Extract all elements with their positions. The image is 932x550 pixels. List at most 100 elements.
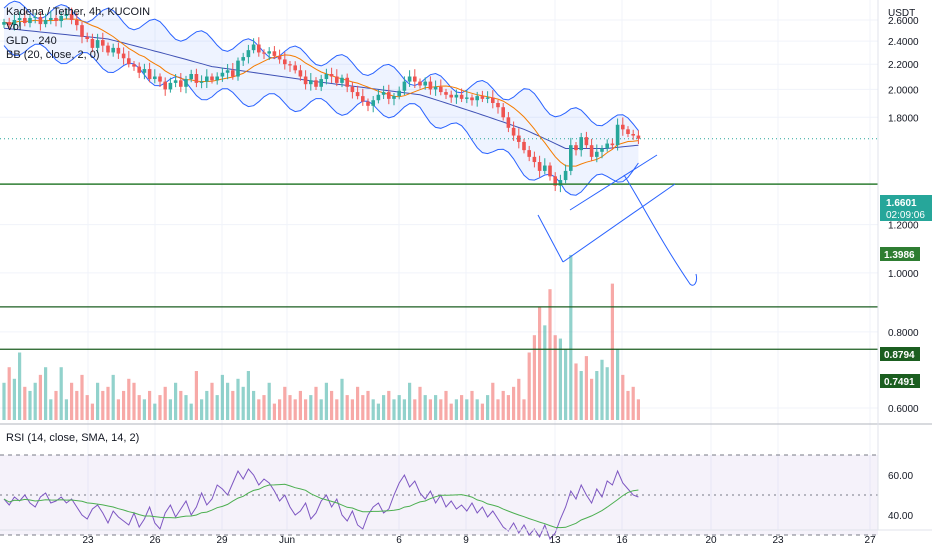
volume-bar <box>382 395 386 420</box>
volume-bar <box>480 403 484 420</box>
support-1-tag[interactable]: 1.3986 <box>880 247 920 261</box>
volume-bar <box>428 399 432 420</box>
candle-body <box>231 70 235 77</box>
channel-upper-trendline[interactable] <box>569 154 658 211</box>
volume-bar <box>80 374 84 420</box>
volume-bar <box>116 399 120 420</box>
volume-bar <box>392 399 396 420</box>
candle-body <box>387 92 391 99</box>
volume-bar <box>579 371 583 420</box>
candle-body <box>345 77 349 87</box>
price-tick-label: 0.8000 <box>888 328 919 339</box>
candle-body <box>215 76 219 81</box>
volume-bar <box>7 367 11 420</box>
volume-bar <box>132 382 136 420</box>
volume-bar <box>564 348 568 420</box>
volume-bar <box>600 359 604 420</box>
time-tick-label: 29 <box>216 535 228 546</box>
price-axis[interactable]: 2.6000 2.4000 2.2000 2.0000 1.8000 1.2000 1.00… <box>888 16 919 415</box>
volume-bar <box>356 386 360 420</box>
bollinger-legend[interactable]: BB (20, close, 2, 0) <box>6 49 100 61</box>
volume-bar <box>616 348 620 420</box>
candle-body <box>397 90 401 97</box>
candle-body <box>205 76 209 82</box>
support-1-value: 1.3986 <box>884 250 915 261</box>
candle-body <box>350 86 355 93</box>
price-tick-label: 1.2000 <box>888 221 919 232</box>
candle-body <box>517 135 521 142</box>
price-tick-label: 1.0000 <box>888 269 919 280</box>
projection-arrow[interactable] <box>623 174 697 286</box>
time-axis[interactable]: 23 26 29 Jun 6 9 13 16 20 23 27 <box>82 535 876 546</box>
wedge-left-trendline[interactable] <box>537 214 564 263</box>
trendline-drawings[interactable] <box>537 154 697 286</box>
volume-bar <box>605 367 609 420</box>
volume-bar <box>179 390 183 420</box>
candle-body <box>23 17 27 24</box>
volume-bar <box>215 395 219 420</box>
volume-legend[interactable]: Vol <box>6 21 21 33</box>
candle-body <box>574 145 578 151</box>
volume-bar <box>590 378 594 420</box>
candle-body <box>589 145 594 157</box>
candle-body <box>194 74 199 83</box>
candle-body <box>319 79 323 87</box>
channel-lower-trendline[interactable] <box>562 183 676 263</box>
candle-body <box>293 65 297 71</box>
volume-bar <box>371 399 375 420</box>
candle-body <box>111 47 115 53</box>
candle-body <box>485 97 490 99</box>
candle-body <box>605 143 609 149</box>
candle-body <box>220 72 225 77</box>
support-3-value: 0.7491 <box>884 377 915 388</box>
current-price-tag[interactable]: 1.6601 02:09:06 <box>880 195 932 221</box>
volume-bar <box>621 374 625 420</box>
support-3-tag[interactable]: 0.7491 <box>880 374 920 388</box>
candle-body <box>246 50 251 58</box>
candle-body <box>324 74 329 80</box>
currency-label[interactable]: USDT <box>888 8 915 19</box>
volume-bar <box>366 390 370 420</box>
volume-bar <box>553 335 557 420</box>
candle-body <box>69 13 74 20</box>
candle-body <box>522 141 526 151</box>
candle-body <box>392 96 396 99</box>
price-tick-label: 2.6000 <box>888 16 919 27</box>
candle-body <box>371 100 375 106</box>
candle-body <box>241 57 245 61</box>
volume-bar <box>444 390 448 420</box>
candle-body <box>38 16 43 25</box>
candle-body <box>558 180 563 186</box>
candle-body <box>428 81 433 90</box>
volume-bar <box>231 390 235 420</box>
volume-bar <box>226 382 230 420</box>
volume-bar <box>543 325 547 420</box>
candle-body <box>101 40 105 46</box>
candle-body <box>335 76 339 83</box>
candle-body <box>475 96 479 101</box>
rsi-axis[interactable]: 60.00 40.00 <box>888 471 913 522</box>
time-tick-label: 26 <box>149 535 161 546</box>
candle-body <box>413 76 417 82</box>
candle-body <box>449 94 453 98</box>
candle-body <box>636 135 641 139</box>
candle-body <box>366 101 370 106</box>
volume-bar <box>460 395 464 420</box>
candle-body <box>17 17 22 20</box>
rsi-legend[interactable]: RSI (14, close, SMA, 14, 2) <box>6 432 139 444</box>
volume-bar <box>309 395 313 420</box>
candle-body <box>173 80 178 83</box>
volume-bar <box>33 382 37 420</box>
volume-bar <box>59 367 63 420</box>
candle-body <box>563 170 568 181</box>
gld-legend[interactable]: GLD · 240 <box>6 35 57 47</box>
volume-bar <box>501 390 505 420</box>
volume-bar <box>402 399 406 420</box>
volume-bar <box>293 399 297 420</box>
support-2-tag[interactable]: 0.8794 <box>880 347 920 361</box>
volume-bar <box>574 363 578 420</box>
volume-bar <box>361 395 365 420</box>
candle-body <box>298 70 303 77</box>
volume-bar <box>64 399 68 420</box>
